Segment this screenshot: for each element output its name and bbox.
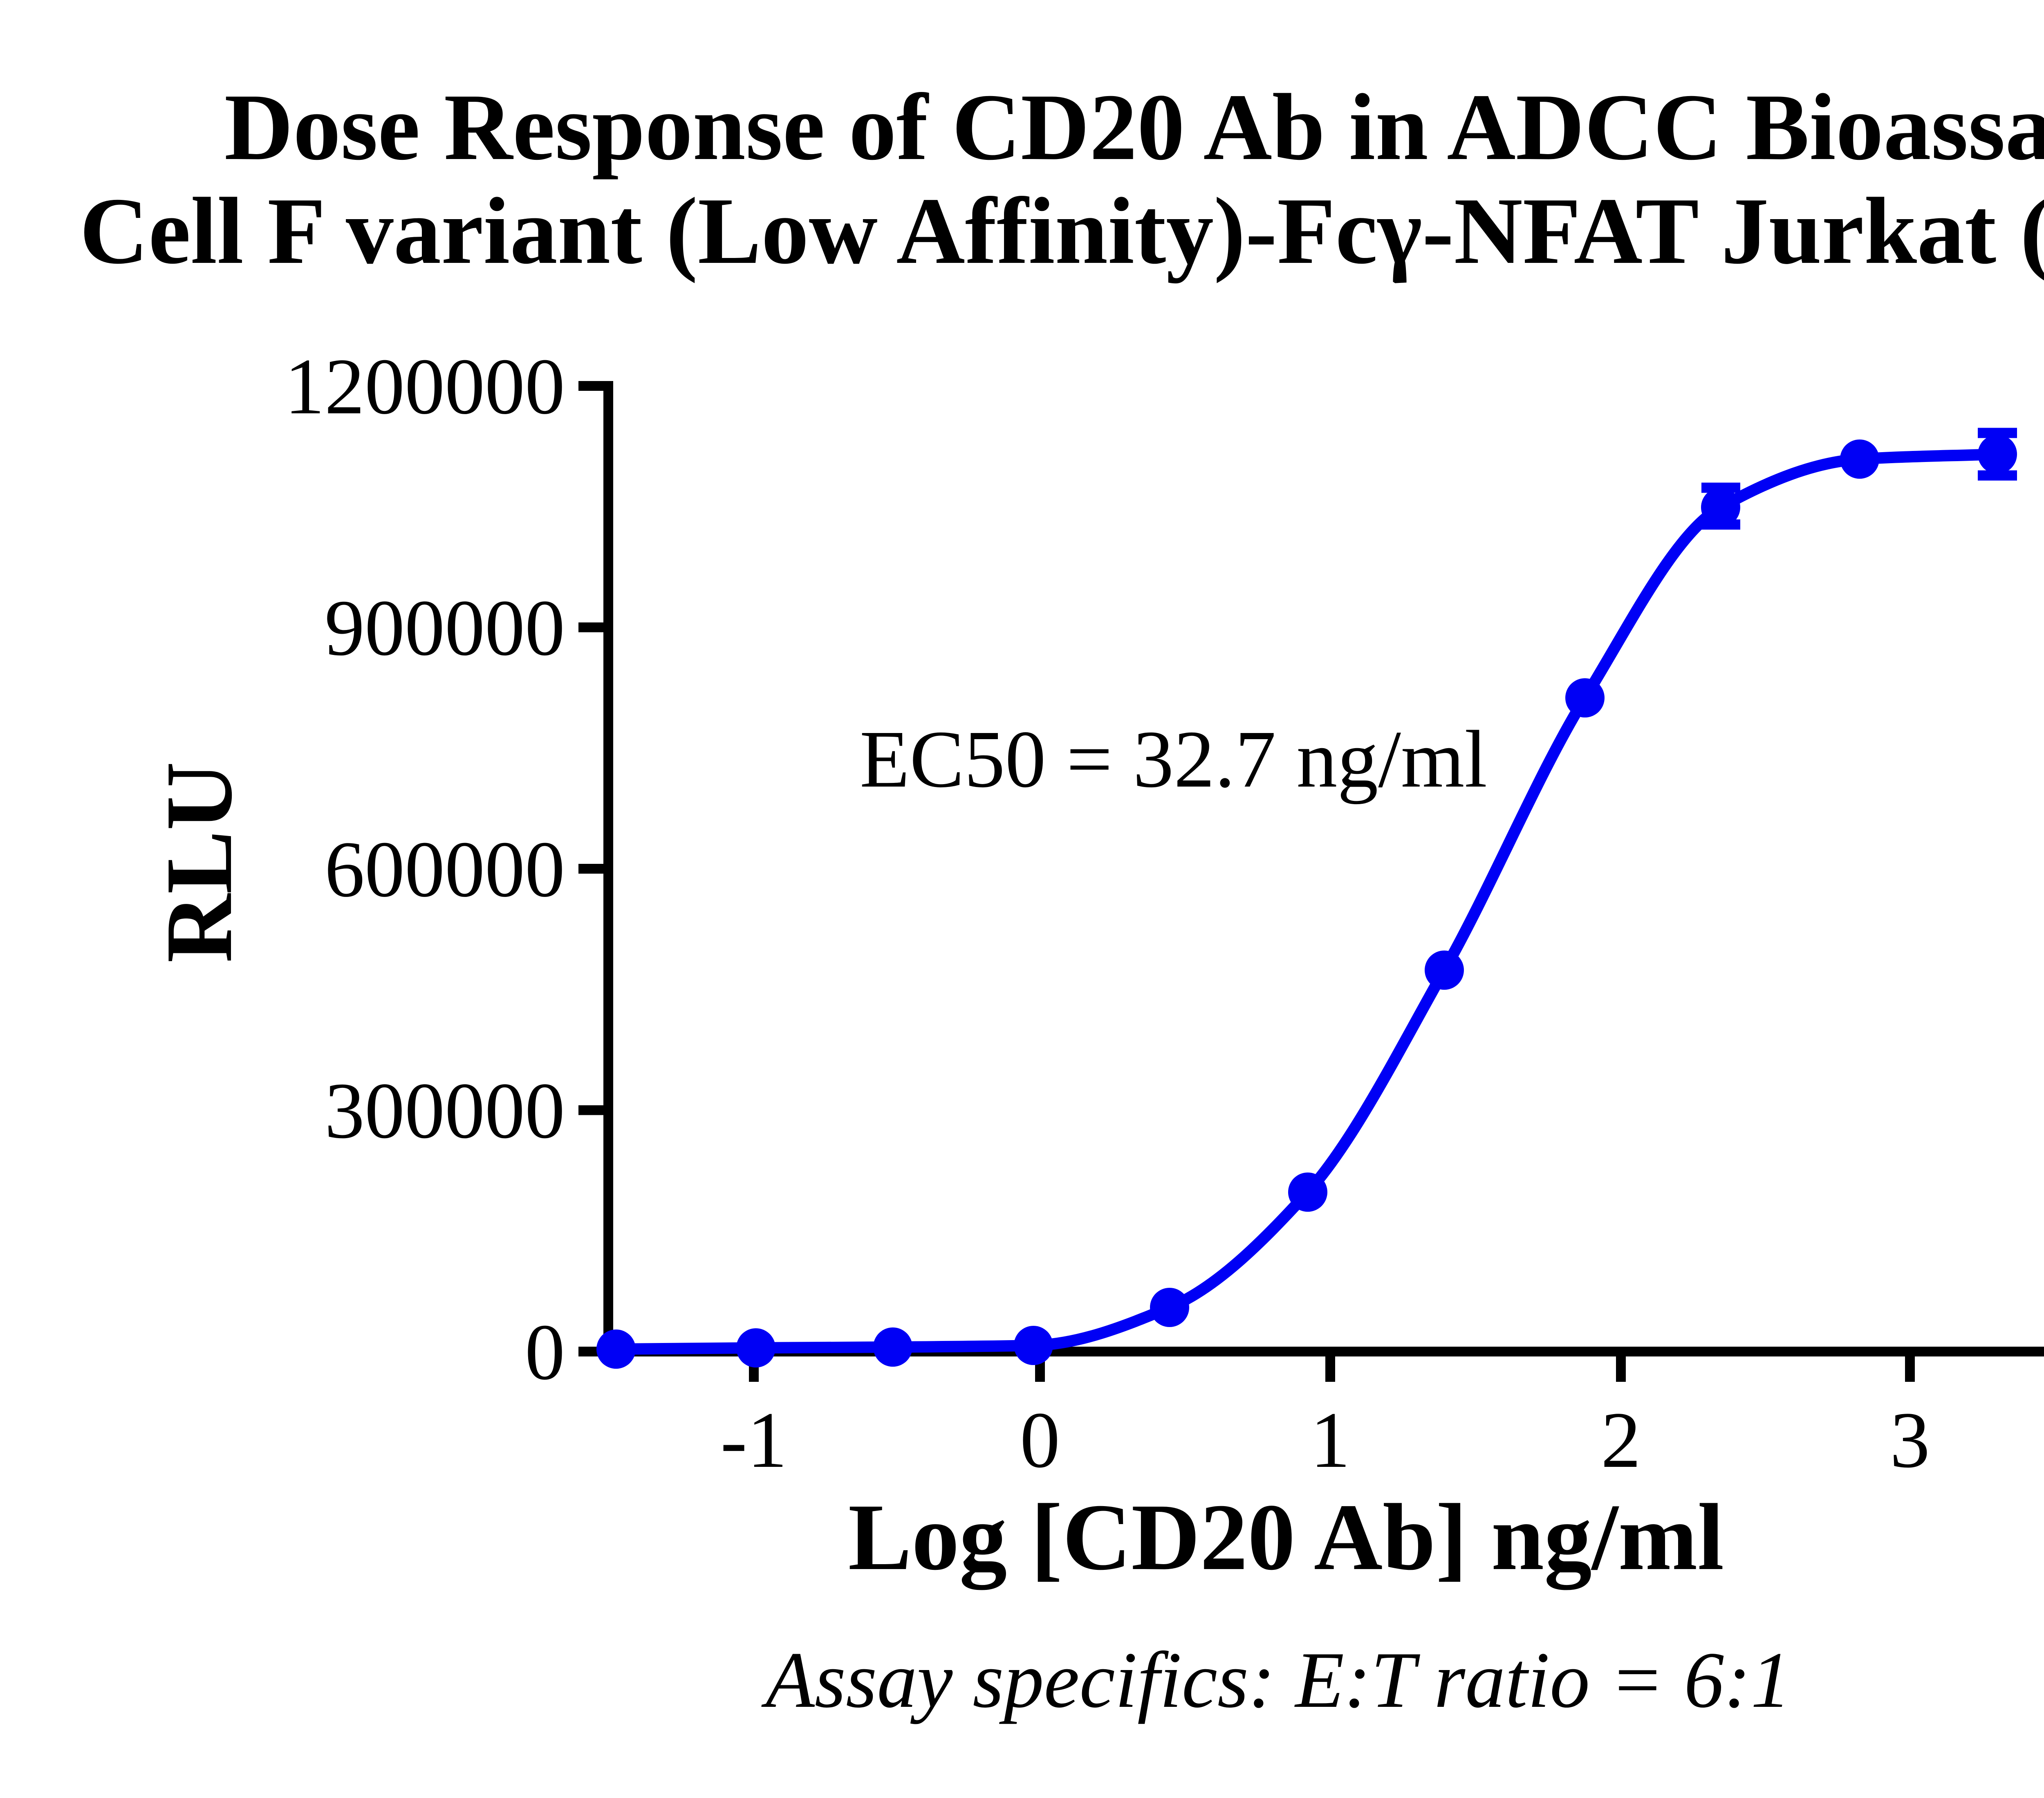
- svg-text:1: 1: [1310, 1396, 1350, 1484]
- svg-text:3: 3: [1890, 1396, 1930, 1484]
- svg-text:Cell F variant (Low Affinity)-: Cell F variant (Low Affinity)-Fcγ-NFAT J…: [80, 178, 2044, 284]
- svg-text:EC50 = 32.7 ng/ml: EC50 = 32.7 ng/ml: [860, 714, 1487, 805]
- svg-text:Log [CD20 Ab] ng/ml: Log [CD20 Ab] ng/ml: [848, 1484, 1724, 1590]
- svg-text:RLU: RLU: [146, 762, 252, 963]
- svg-text:0: 0: [525, 1308, 565, 1397]
- svg-text:900000: 900000: [325, 584, 565, 673]
- svg-text:0: 0: [1020, 1396, 1060, 1484]
- svg-text:Assay specifics: E:T ratio = 6: Assay specifics: E:T ratio = 6:1: [761, 1636, 1791, 1724]
- svg-text:-1: -1: [720, 1396, 787, 1484]
- svg-text:300000: 300000: [325, 1067, 565, 1155]
- svg-text:2: 2: [1601, 1396, 1641, 1484]
- svg-text:Dose Response of CD20 Ab in AD: Dose Response of CD20 Ab in ADCC Bioassa…: [224, 74, 2044, 180]
- svg-text:1200000: 1200000: [285, 342, 565, 431]
- svg-text:600000: 600000: [325, 825, 565, 914]
